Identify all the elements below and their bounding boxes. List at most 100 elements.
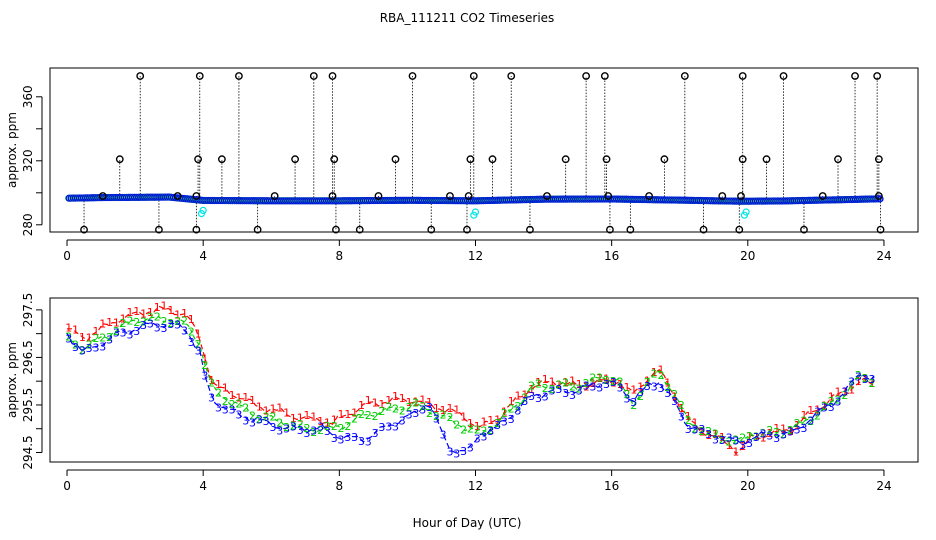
spike-circle-point [155,225,163,234]
series-3-marker: 3 [555,383,562,396]
series-3-marker: 3 [406,408,413,421]
series-3-marker: 3 [426,401,433,414]
spike-circle-point [874,192,883,200]
series-3-marker: 3 [235,408,242,421]
series-3-marker: 3 [658,382,665,395]
series-1-marker: 1 [589,377,596,390]
series-3-marker: 3 [331,432,338,445]
series-2-marker: 2 [195,338,202,351]
series-1-marker: 1 [562,376,569,389]
series-2-marker: 2 [576,383,583,396]
series-1-marker: 1 [392,390,399,403]
series-2-line [66,316,874,442]
spike-circle-point [834,155,842,164]
series-2-marker: 2 [555,379,562,392]
series-2-marker: 2 [637,390,644,403]
series-2-marker: 2 [161,315,168,328]
series-2-marker: 2 [508,402,515,415]
series-2-marker: 2 [549,383,556,396]
cyan-circle-point [471,208,480,216]
series-3-marker: 3 [297,424,304,437]
series-2-marker: 2 [113,325,120,338]
series-1-marker: 1 [841,385,848,398]
series-2-marker: 2 [215,387,222,400]
series-3-marker: 3 [372,427,379,440]
series-3-marker: 3 [814,406,821,419]
series-3-marker: 3 [392,420,399,433]
series-3-marker: 3 [310,425,317,438]
series-1-marker: 1 [766,427,773,440]
series-2-marker: 2 [338,422,345,435]
series-2-marker: 2 [433,410,440,423]
series-3-marker: 3 [269,421,276,434]
series-3-line [66,322,874,453]
series-1-marker: 1 [855,375,862,388]
spike-circle-point [626,225,635,234]
series-2-marker: 2 [174,315,181,328]
series-1-marker: 1 [576,378,583,391]
series-2-marker: 2 [399,405,406,418]
series-1-marker: 1 [773,422,780,435]
series-2-marker: 2 [365,409,372,422]
series-3-marker: 3 [140,319,147,332]
series-2-marker: 2 [317,424,324,437]
series-3-marker: 3 [344,431,351,444]
series-1-marker: 1 [780,423,787,436]
series-1-marker: 1 [113,316,120,329]
series-3-marker: 3 [433,412,440,425]
series-3-marker: 3 [596,381,603,394]
series-3-marker: 3 [72,341,79,354]
spike-circle-point [192,192,201,200]
series-1-marker: 1 [453,403,460,416]
series-1-marker: 1 [208,374,215,387]
series-3-marker: 3 [610,376,617,389]
figure-title: RBA_111211 CO2 Timeseries [380,11,555,25]
series-1-marker: 1 [596,372,603,385]
series-3-marker: 3 [589,380,596,393]
spike-circle-point [738,155,747,164]
cyan-circle-point [199,206,207,214]
series-1-marker: 1 [331,413,338,426]
spike-circle-point [606,225,614,234]
series-1-marker: 1 [664,377,671,390]
series-2-marker: 2 [181,314,188,327]
top-plot-frame [49,67,919,233]
series-3-marker: 3 [760,427,767,440]
series-3-marker: 3 [453,448,460,461]
series-1-marker: 1 [195,328,202,341]
series-1-marker: 1 [310,411,317,424]
series-1-marker: 1 [712,428,719,441]
spike-circle-point [391,155,400,164]
series-1-marker: 1 [726,439,733,452]
series-3-marker: 3 [256,414,263,427]
spike-circle-point [194,155,202,164]
series-2-marker: 2 [487,424,494,437]
series-2-marker: 2 [501,407,508,420]
series-2-marker: 2 [140,316,147,329]
series-2-marker: 2 [671,388,678,401]
spike-circle-point [561,155,570,164]
series-1-marker: 1 [106,316,113,329]
spike-circle-point [873,72,882,80]
spike-circle-point [235,72,243,80]
series-1-marker: 1 [290,412,297,425]
spike-circle-point [876,225,885,234]
series-1-marker: 1 [167,304,174,317]
series-3-marker: 3 [290,421,297,434]
series-2-marker: 2 [392,402,399,415]
series-3-marker: 3 [317,421,324,434]
series-1-marker: 1 [446,402,453,415]
bottom-y-axis-label: approx. ppm [5,342,19,418]
series-1-marker: 1 [494,414,501,427]
series-1-marker: 1 [515,390,522,403]
spike-circle-point [818,192,827,200]
series-3-marker: 3 [732,434,739,447]
series-2-marker: 2 [835,394,842,407]
series-3-marker: 3 [528,390,535,403]
series-3-marker: 3 [549,384,556,397]
series-2-marker: 2 [651,367,658,380]
series-1-marker: 1 [120,312,127,325]
series-3-marker: 3 [692,424,699,437]
spike-circle-point [800,225,808,234]
